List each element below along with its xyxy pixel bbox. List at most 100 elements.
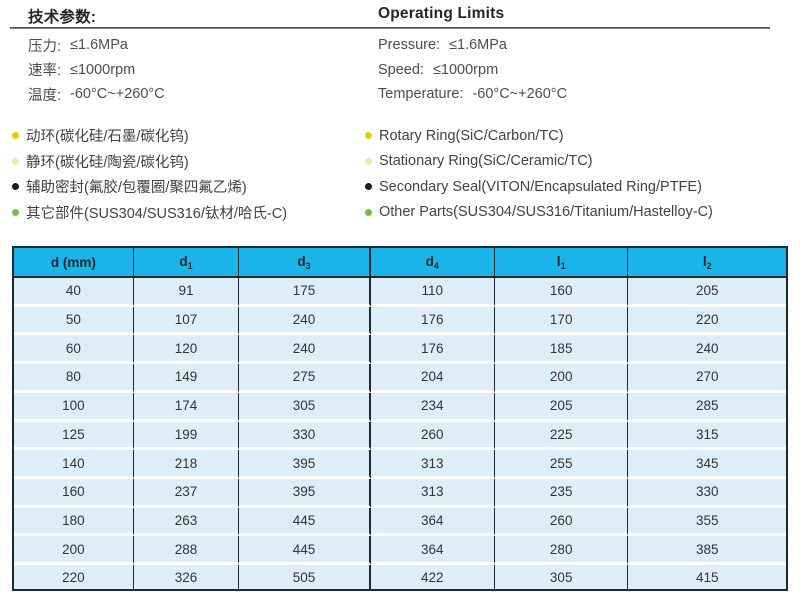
param-value: ≤1000rpm [432, 61, 499, 78]
materials-en: Rotary Ring(SiC/Carbon/TC) Stationary Ri… [365, 123, 713, 225]
table-row: 125 199 330 260 225 315 [14, 421, 786, 451]
table-column-header: l1 [494, 248, 629, 278]
table-row: 40 91 175 110 160 205 [14, 278, 786, 307]
table-cell: 80 [14, 364, 134, 393]
table-cell: 107 [133, 306, 240, 336]
table-cell: 180 [14, 507, 134, 537]
table-cell: 205 [494, 392, 629, 422]
table-cell: 260 [370, 421, 495, 451]
param-temperature-en: Temperature: -60°C~+260°C [378, 82, 567, 107]
table-row: 200 288 445 364 280 385 [14, 536, 786, 566]
table-cell: 199 [133, 421, 240, 451]
table-cell: 110 [370, 278, 495, 307]
table-cell: 355 [628, 507, 786, 537]
table-cell: 234 [370, 392, 495, 422]
param-speed-zh: 速率: ≤1000rpm [28, 58, 165, 83]
params-en: Pressure: ≤1.6MPa Speed: ≤1000rpm Temper… [378, 33, 567, 107]
table-cell: 200 [14, 536, 134, 566]
table-cell: 91 [133, 278, 240, 307]
param-label: Pressure: [378, 37, 441, 54]
table-column-header: d4 [370, 248, 495, 278]
table-cell: 385 [628, 536, 786, 566]
column-header-subscript: 4 [433, 260, 439, 271]
table-cell: 364 [370, 536, 495, 566]
material-other-parts-en: Other Parts(SUS304/SUS316/Titanium/Haste… [365, 200, 713, 226]
table-cell: 422 [370, 565, 495, 589]
table-cell: 220 [14, 565, 134, 589]
column-header-subscript: 1 [560, 260, 566, 271]
table-cell: 50 [14, 306, 134, 336]
title-divider [10, 27, 770, 29]
table-cell: 204 [370, 364, 495, 393]
table-cell: 315 [628, 421, 786, 451]
material-rotary-ring-zh: 动环(碳化硅/石墨/碳化钨) [12, 123, 287, 149]
column-header-subscript: 2 [706, 260, 712, 271]
bullet-icon [365, 132, 372, 140]
material-label: Other Parts(SUS304/SUS316/Titanium/Haste… [379, 204, 713, 221]
material-secondary-seal-en: Secondary Seal(VITON/Encapsulated Ring/P… [365, 174, 713, 200]
table-cell: 280 [494, 536, 629, 566]
param-label: 速率: [28, 63, 62, 80]
table-cell: 255 [494, 450, 629, 479]
bullet-icon [12, 183, 19, 191]
table-cell: 40 [14, 278, 134, 307]
table-cell: 60 [14, 335, 134, 365]
table-cell: 313 [370, 450, 495, 479]
table-column-header: d3 [239, 248, 371, 278]
material-label: Secondary Seal(VITON/Encapsulated Ring/P… [379, 178, 702, 195]
bullet-icon [12, 132, 19, 140]
table-cell: 240 [628, 335, 786, 365]
table-cell: 100 [14, 392, 134, 422]
material-label: 其它部件(SUS304/SUS316/钛材/哈氏-C) [26, 205, 288, 222]
table-cell: 140 [14, 450, 134, 479]
table-cell: 330 [239, 421, 371, 451]
table-cell: 170 [494, 306, 629, 336]
table-cell: 220 [628, 306, 786, 336]
param-label: Temperature: [378, 86, 464, 103]
bullet-icon [365, 157, 372, 165]
dimension-table: d (mm) d1 d3 d4 l1 l2 40 91 175 110 160 205 50 107 24… [12, 246, 788, 591]
table-cell: 395 [239, 478, 371, 508]
table-row: 160 237 395 313 235 330 [14, 478, 786, 508]
material-label: Rotary Ring(SiC/Carbon/TC) [379, 127, 564, 144]
bullet-icon [12, 157, 19, 165]
table-row: 50 107 240 176 170 220 [14, 306, 786, 336]
param-value: ≤1.6MPa [449, 37, 507, 54]
table-cell: 330 [628, 478, 786, 508]
bullet-icon [365, 208, 372, 216]
material-stationary-ring-zh: 静环(碳化硅/陶瓷/碳化钨) [12, 149, 287, 175]
table-cell: 205 [628, 278, 786, 307]
table-cell: 263 [133, 507, 240, 537]
bullet-icon [12, 208, 19, 216]
table-cell: 445 [239, 536, 371, 566]
material-label: 动环(碳化硅/石墨/碳化钨) [26, 129, 189, 146]
table-cell: 237 [133, 478, 240, 508]
materials-zh: 动环(碳化硅/石墨/碳化钨) 静环(碳化硅/陶瓷/碳化钨) 辅助密封(氟胶/包覆… [12, 123, 287, 225]
material-label: 静环(碳化硅/陶瓷/碳化钨) [26, 154, 189, 171]
param-pressure-en: Pressure: ≤1.6MPa [378, 33, 567, 58]
dimension-table-header-row: d (mm) d1 d3 d4 l1 l2 [14, 248, 786, 278]
table-cell: 415 [628, 565, 786, 589]
params-zh: 压力: ≤1.6MPa 速率: ≤1000rpm 温度: -60°C~+260°… [28, 33, 165, 107]
param-value: -60°C~+260°C [472, 86, 568, 103]
table-cell: 125 [14, 421, 134, 451]
table-cell: 345 [628, 450, 786, 479]
param-speed-en: Speed: ≤1000rpm [378, 58, 567, 83]
table-cell: 200 [494, 364, 629, 393]
table-cell: 176 [370, 306, 495, 336]
table-column-header: l2 [628, 248, 786, 278]
param-value: ≤1000rpm [70, 61, 136, 78]
table-cell: 445 [239, 507, 371, 537]
table-cell: 176 [370, 335, 495, 365]
table-cell: 175 [239, 278, 371, 307]
section-title-zh: 技术参数: [28, 9, 97, 26]
table-cell: 218 [133, 450, 240, 479]
param-pressure-zh: 压力: ≤1.6MPa [28, 33, 165, 58]
material-label: 辅助密封(氟胶/包覆圈/聚四氟乙烯) [26, 180, 247, 197]
table-row: 180 263 445 364 260 355 [14, 507, 786, 537]
param-temperature-zh: 温度: -60°C~+260°C [28, 82, 165, 107]
table-cell: 505 [239, 565, 371, 589]
table-cell: 395 [239, 450, 371, 479]
material-other-parts-zh: 其它部件(SUS304/SUS316/钛材/哈氏-C) [12, 200, 287, 226]
table-cell: 174 [133, 392, 240, 422]
